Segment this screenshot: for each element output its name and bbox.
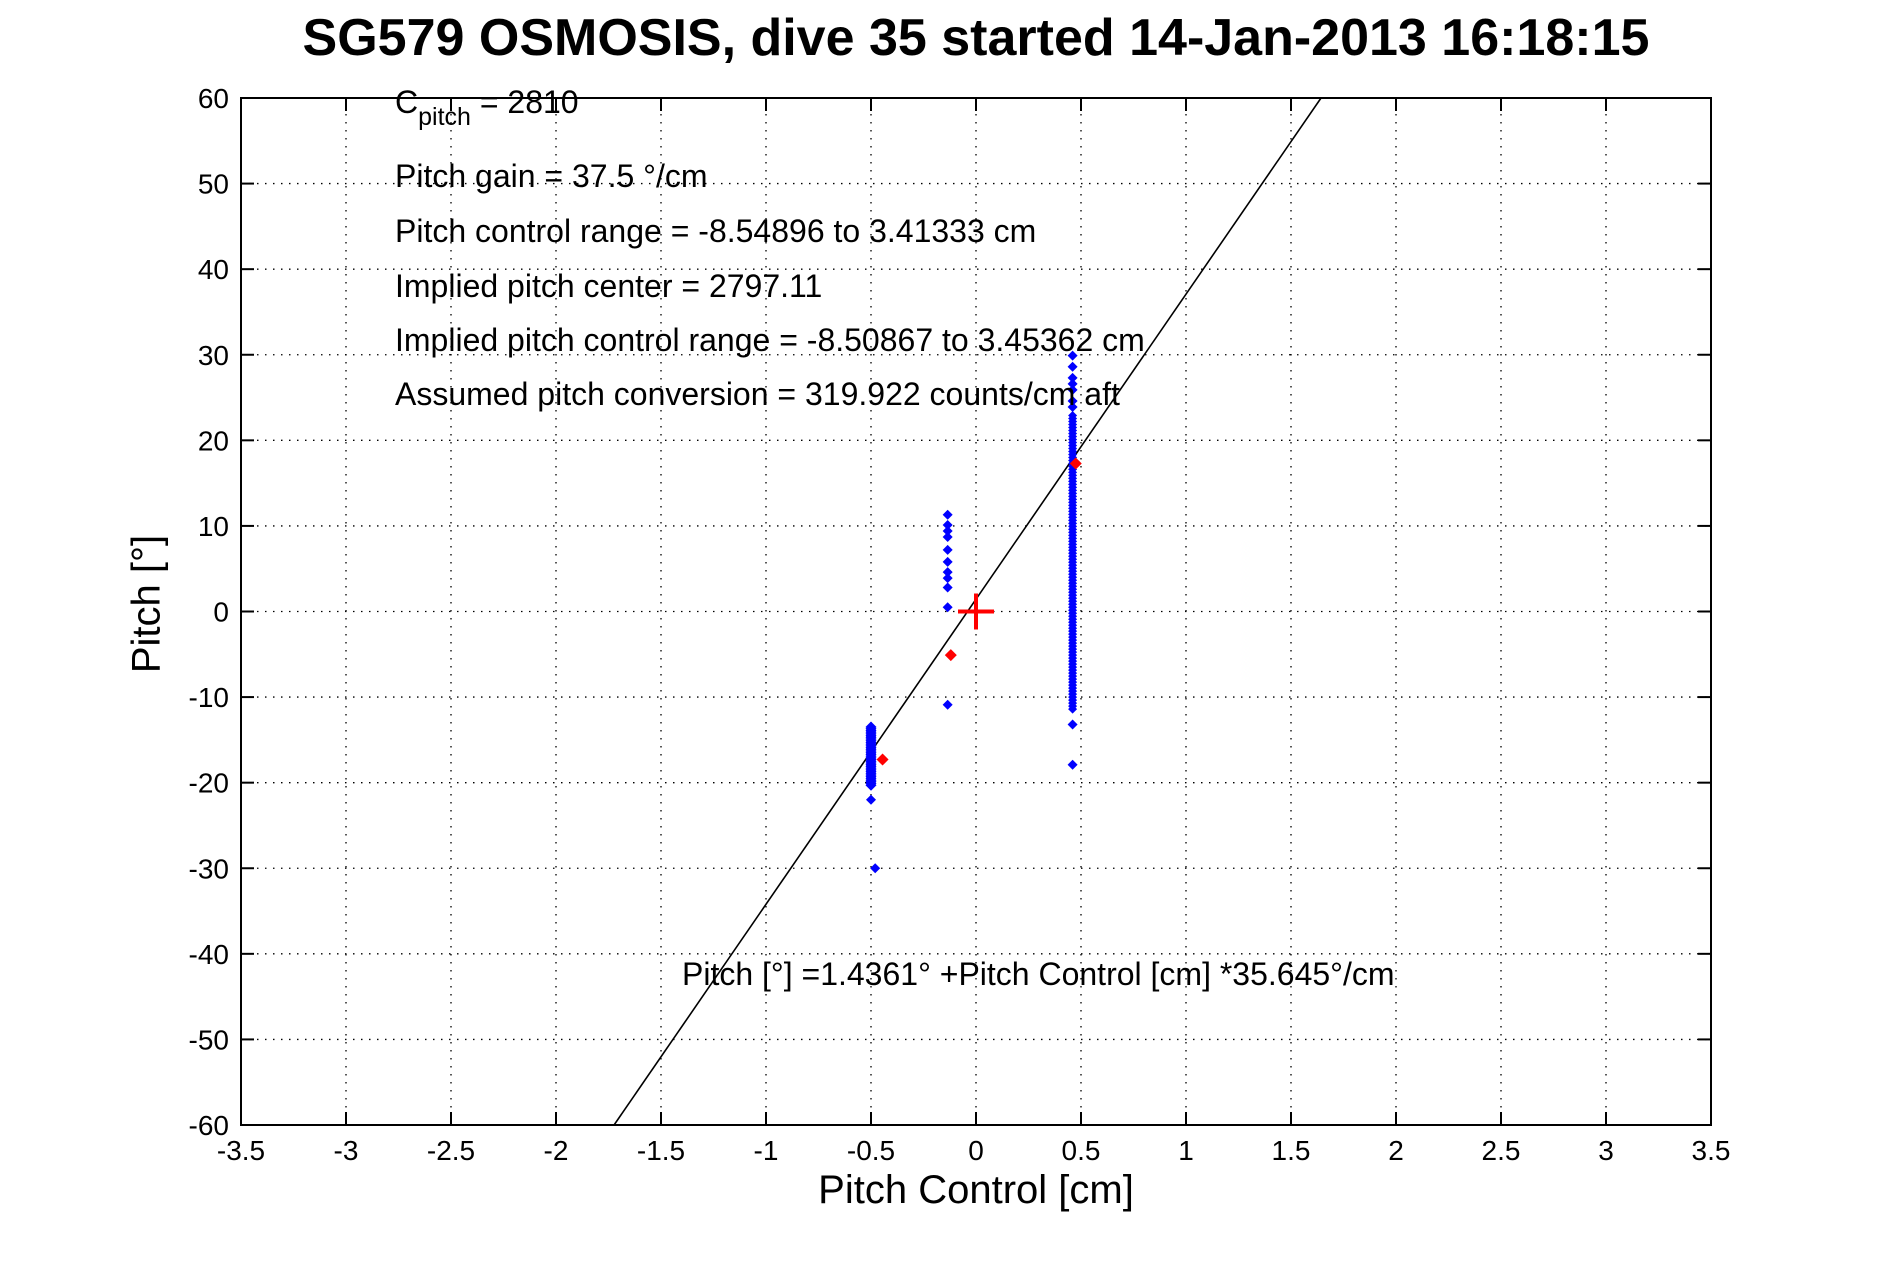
data-point <box>865 721 877 733</box>
tick-label: -40 <box>189 939 229 970</box>
tick-label: -2 <box>544 1135 569 1166</box>
tick-label: 60 <box>198 83 229 114</box>
tick-label: 10 <box>198 511 229 542</box>
data-point <box>1068 411 1078 421</box>
y-tick-labels: -60 -50 -40 -30 -20 -10 0 10 20 30 40 50 60 <box>189 83 229 1141</box>
tick-label: 50 <box>198 169 229 200</box>
tick-label: -2.5 <box>427 1135 475 1166</box>
x-axis-label: Pitch Control [cm] <box>818 1168 1134 1212</box>
data-point <box>1067 759 1078 770</box>
data-point <box>1067 361 1078 372</box>
tick-label: -50 <box>189 1024 229 1055</box>
tick-label: 30 <box>198 340 229 371</box>
tick-label: -3.5 <box>217 1135 265 1166</box>
chart-title: SG579 OSMOSIS, dive 35 started 14-Jan-20… <box>302 9 1650 67</box>
data-point <box>1067 719 1078 730</box>
series-implied-pitch-center-marker <box>958 593 994 630</box>
data-point <box>876 753 889 766</box>
tick-label: -30 <box>189 853 229 884</box>
tick-label: -1 <box>754 1135 779 1166</box>
data-point <box>1067 384 1078 395</box>
tick-label: 2.5 <box>1482 1135 1521 1166</box>
tick-label: -3 <box>334 1135 359 1166</box>
series-observed-pitch-samples <box>865 350 1078 874</box>
data-point <box>944 649 957 662</box>
tick-label: 3 <box>1598 1135 1614 1166</box>
data-point <box>1067 350 1078 361</box>
data-point <box>1067 401 1078 412</box>
c-pitch-value: = 2810 <box>470 84 579 120</box>
data-point <box>942 573 953 584</box>
data-point <box>870 863 881 874</box>
data-point <box>942 509 953 520</box>
data-point <box>942 526 953 537</box>
annotation-pitch-control-range: Pitch control range = -8.54896 to 3.4133… <box>395 213 1037 249</box>
c-pitch-subscript: pitch <box>418 103 471 131</box>
data-point <box>1067 378 1078 389</box>
tick-label: 40 <box>198 254 229 285</box>
data-point <box>942 520 953 531</box>
data-point <box>1069 457 1082 470</box>
data-point <box>866 794 876 805</box>
annotation-pitch-gain: Pitch gain = 37.5 °/cm <box>395 158 708 194</box>
annotation-implied-pitch-center: Implied pitch center = 2797.11 <box>395 268 823 304</box>
data-point <box>942 699 953 710</box>
tick-label: 3.5 <box>1692 1135 1731 1166</box>
tick-label: -0.5 <box>847 1135 895 1166</box>
tick-label: -20 <box>189 768 229 799</box>
tick-label: -1.5 <box>637 1135 685 1166</box>
tick-label: -10 <box>189 682 229 713</box>
tick-label: 20 <box>198 425 229 456</box>
fit-equation: Pitch [°] =1.4361° +Pitch Control [cm] *… <box>682 956 1395 992</box>
tick-label: 0.5 <box>1062 1135 1101 1166</box>
data-point <box>942 532 953 543</box>
c-pitch-symbol: C <box>395 84 419 120</box>
annotation-assumed-pitch-conversion: Assumed pitch conversion = 319.922 count… <box>395 376 1120 412</box>
plus-marker <box>958 593 994 630</box>
series-dive-mean-pitch <box>876 457 1082 766</box>
annotation-implied-pitch-control-range: Implied pitch control range = -8.50867 t… <box>395 322 1145 358</box>
data-point <box>942 582 953 593</box>
tick-label: 1 <box>1178 1135 1194 1166</box>
tick-label: 0 <box>213 597 229 628</box>
annotation-c-pitch: Cpitch = 2810 <box>395 84 579 131</box>
data-point <box>1067 372 1078 383</box>
tick-marks <box>240 97 1712 1126</box>
data-point <box>942 567 953 578</box>
x-tick-labels: -3.5 -3 -2.5 -2 -1.5 -1 -0.5 0 0.5 1 1.5 2 2.5 3 3.5 <box>217 1135 1731 1166</box>
data-point <box>942 602 953 613</box>
tick-label: -60 <box>189 1110 229 1141</box>
data-point <box>1067 395 1078 406</box>
data-point <box>942 544 953 555</box>
data-point <box>942 556 953 567</box>
y-axis-label: Pitch [°] <box>124 534 169 674</box>
tick-label: 0 <box>968 1135 984 1166</box>
tick-label: 1.5 <box>1272 1135 1311 1166</box>
tick-label: 2 <box>1388 1135 1404 1166</box>
